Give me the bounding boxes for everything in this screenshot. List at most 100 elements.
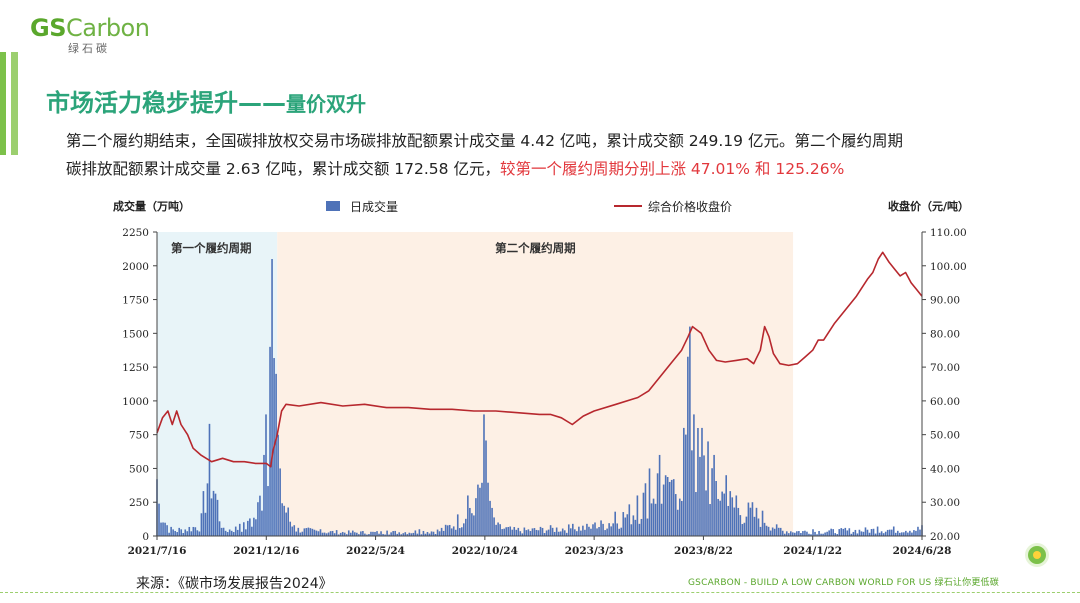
volume-bar [670,479,673,536]
volume-bar [410,533,413,536]
volume-bar [709,504,711,536]
volume-bar [572,523,574,536]
volume-bar [412,532,415,536]
volume-bar [584,529,586,536]
volume-bar [295,531,298,536]
volume-bar [404,532,407,536]
volume-bar [777,527,780,536]
volume-bar [905,530,907,536]
volume-bar [816,534,818,536]
volume-bar [723,493,725,536]
volume-bar [880,531,883,536]
volume-bar [666,477,669,536]
volume-bar [717,498,719,536]
volume-bar [632,515,635,536]
volume-bar [818,530,820,536]
volume-bar [527,529,530,536]
volume-bar [497,522,499,536]
volume-bar [360,531,362,536]
volume-bar [876,526,879,536]
volume-bar [382,533,384,536]
volume-bar [787,533,790,536]
volume-bar [630,524,633,536]
volume-bar [218,521,221,536]
volume-bar [200,513,203,536]
volume-bar [479,487,481,536]
summary-paragraph: 第二个履约期结束，全国碳排放权交易市场碳排放配额累计成交量 4.42 亿吨，累计… [66,127,1051,183]
volume-bar [826,531,828,536]
volume-bar [315,530,318,536]
volume-bar [456,514,459,536]
volume-bar [224,530,227,536]
volume-bar [652,498,655,536]
volume-bar [420,534,423,536]
y-right-tick-label: 80.00 [930,328,960,340]
volume-bar [888,529,891,536]
y-right-axis-title: 收盘价（元/吨） [888,199,969,213]
volume-bar [259,495,261,536]
volume-bar [368,534,370,536]
volume-bar [228,529,231,536]
volume-bar [416,533,419,536]
volume-bar [907,532,909,536]
volume-bar [467,495,469,536]
volume-bar [753,516,756,536]
x-tick-label: 2024/1/22 [783,545,842,557]
volume-bar [531,528,534,536]
volume-bar [678,498,681,536]
y-left-tick-label: 750 [129,430,149,442]
logo-carbon: Carbon [65,14,150,42]
volume-bar [917,526,919,536]
volume-bar [242,522,245,536]
volume-bar [168,532,170,536]
volume-bar [727,505,730,536]
y-left-tick-label: 500 [129,463,149,475]
volume-bar [279,468,281,536]
volume-bar [214,493,217,536]
volume-bar [475,498,477,536]
volume-bar [285,512,287,536]
footer-tagline: GSCARBON - BUILD A LOW CARBON WORLD FOR … [688,578,999,588]
volume-bar [674,494,677,536]
volume-bar [553,531,556,536]
volume-bar [614,511,616,536]
left-accent-bar-secondary [11,52,18,155]
volume-bar [226,532,229,536]
volume-bar [448,524,451,536]
volume-bar [563,530,566,536]
logo-subtitle: 绿石碳 [68,42,110,55]
volume-bar [515,529,518,536]
volume-bar [366,534,368,536]
volume-bar [860,531,863,536]
volume-bar [771,527,774,536]
volume-bar [519,531,522,536]
volume-bar [323,532,326,536]
y-left-tick-label: 250 [129,497,149,509]
volume-bar [204,512,207,536]
volume-bar [812,529,814,536]
volume-bar [535,529,538,536]
volume-bar [858,529,861,536]
volume-bar [269,346,271,536]
volume-bar [672,479,675,536]
volume-bar [743,522,746,536]
volume-bar [489,500,491,536]
volume-bar [374,531,376,536]
volume-bar [685,434,687,536]
volume-bar [347,530,350,536]
volume-bar [574,529,576,536]
y-right-tick-label: 90.00 [930,295,960,307]
volume-bar [913,530,915,536]
volume-bar [693,414,695,536]
volume-bar [523,527,526,536]
volume-bar [529,531,532,536]
volume-bar [339,532,342,536]
volume-bar [662,484,665,536]
volume-bar [676,509,679,536]
volume-bar [864,527,867,536]
y-right-tick-label: 100.00 [930,261,967,273]
volume-bar [255,519,257,536]
y-left-tick-label: 1250 [122,362,149,374]
volume-bar [892,526,895,536]
volume-bar [848,528,851,536]
